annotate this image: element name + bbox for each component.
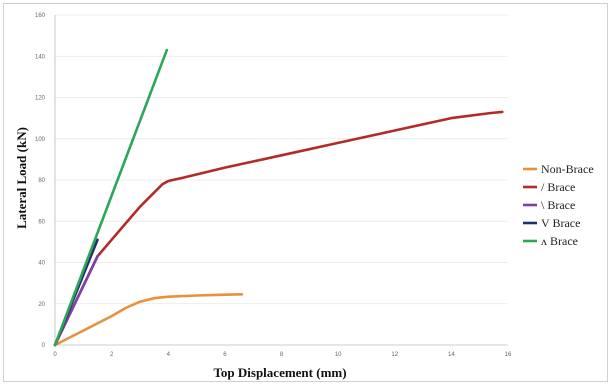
gridlines	[55, 14, 508, 305]
y-tick-label: 20	[38, 302, 45, 308]
legend-label: ʌ Brace	[541, 234, 578, 248]
x-tick-label: 10	[335, 352, 342, 358]
x-tick-label: 16	[505, 352, 512, 358]
x-tick-label: 8	[280, 352, 284, 358]
y-tick-label: 60	[38, 219, 45, 225]
y-axis-title: Lateral Load (kN)	[14, 127, 29, 229]
legend: Non-Brace / Brace \ Brace V Brace ʌ Brace	[523, 162, 594, 248]
series-line-1	[53, 110, 504, 347]
y-tick-label: 140	[35, 54, 46, 60]
series-line-4	[53, 48, 169, 347]
x-tick-label: 0	[53, 352, 57, 358]
y-tick-label: 40	[38, 261, 45, 267]
axes	[54, 15, 508, 346]
y-tick-label: 100	[35, 137, 46, 143]
series-lines	[53, 48, 504, 347]
legend-label: / Brace	[541, 180, 575, 194]
legend-label: V Brace	[541, 216, 580, 230]
x-tick-label: 12	[391, 352, 398, 358]
x-tick-label: 4	[167, 352, 171, 358]
tick-labels: 0 20 40 60 80 100 120 140 160 0 2 4 6 8 10 12 14 16	[35, 13, 512, 358]
x-tick-label: 6	[223, 352, 227, 358]
y-tick-label: 120	[35, 96, 46, 102]
x-tick-label: 14	[448, 352, 455, 358]
y-tick-label: 160	[35, 13, 46, 19]
series-line-0	[53, 292, 244, 347]
legend-label: Non-Brace	[541, 162, 594, 176]
y-tick-label: 80	[38, 178, 45, 184]
y-tick-label: 0	[42, 343, 46, 349]
x-tick-label: 2	[110, 352, 114, 358]
legend-label: \ Brace	[541, 198, 575, 212]
x-axis-title: Top Displacement (mm)	[213, 365, 346, 380]
